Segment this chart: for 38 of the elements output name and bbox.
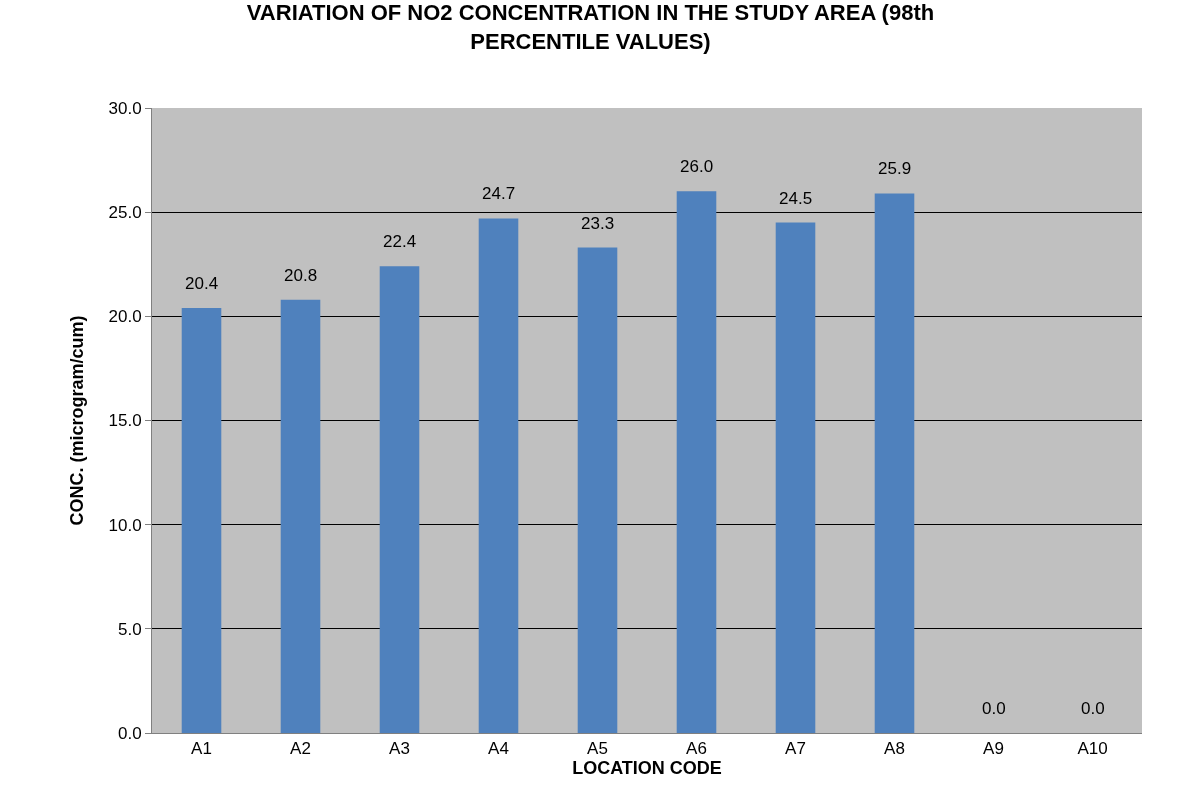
y-tick-label: 10.0 <box>108 515 142 535</box>
x-tick-label: A7 <box>785 739 806 759</box>
data-label: 0.0 <box>982 699 1006 718</box>
x-tick-label: A6 <box>686 739 707 759</box>
data-label: 0.0 <box>1081 699 1105 718</box>
bar <box>181 308 222 733</box>
y-axis-title: CONC. (microgram/cum) <box>66 315 87 526</box>
bar <box>577 247 618 733</box>
y-tick-label: 30.0 <box>108 98 142 118</box>
x-axis-title: LOCATION CODE <box>572 758 722 779</box>
x-tick-label: A9 <box>983 739 1004 759</box>
y-tick-label: 15.0 <box>108 411 142 431</box>
bar <box>280 299 321 733</box>
x-tick-label: A1 <box>191 739 212 759</box>
data-label: 22.4 <box>383 232 417 251</box>
x-tick-label: A3 <box>389 739 410 759</box>
x-tick-label: A8 <box>884 739 905 759</box>
data-label: 24.5 <box>779 189 813 208</box>
data-label: 25.9 <box>878 159 912 178</box>
bar <box>478 218 519 733</box>
y-tick-label: 25.0 <box>108 203 142 223</box>
data-label: 20.4 <box>185 274 219 293</box>
bar <box>379 266 420 733</box>
x-tick-label: A4 <box>488 739 509 759</box>
data-label: 24.7 <box>482 184 516 203</box>
y-tick-label: 5.0 <box>117 619 142 639</box>
bar <box>775 222 816 733</box>
bar <box>676 191 717 733</box>
data-label: 23.3 <box>581 214 615 233</box>
data-label: 20.8 <box>284 266 318 285</box>
x-tick-label: A5 <box>587 739 608 759</box>
data-label: 26.0 <box>680 157 714 176</box>
x-tick-label: A10 <box>1077 739 1108 759</box>
bar <box>874 193 915 733</box>
y-tick-label: 20.0 <box>108 307 142 327</box>
x-tick-label: A2 <box>290 739 311 759</box>
chart-title: VARIATION OF NO2 CONCENTRATION IN THE STUDY AREA (98th PERCENTILE VALUES) <box>246 0 935 54</box>
y-tick-label: 0.0 <box>117 723 142 743</box>
